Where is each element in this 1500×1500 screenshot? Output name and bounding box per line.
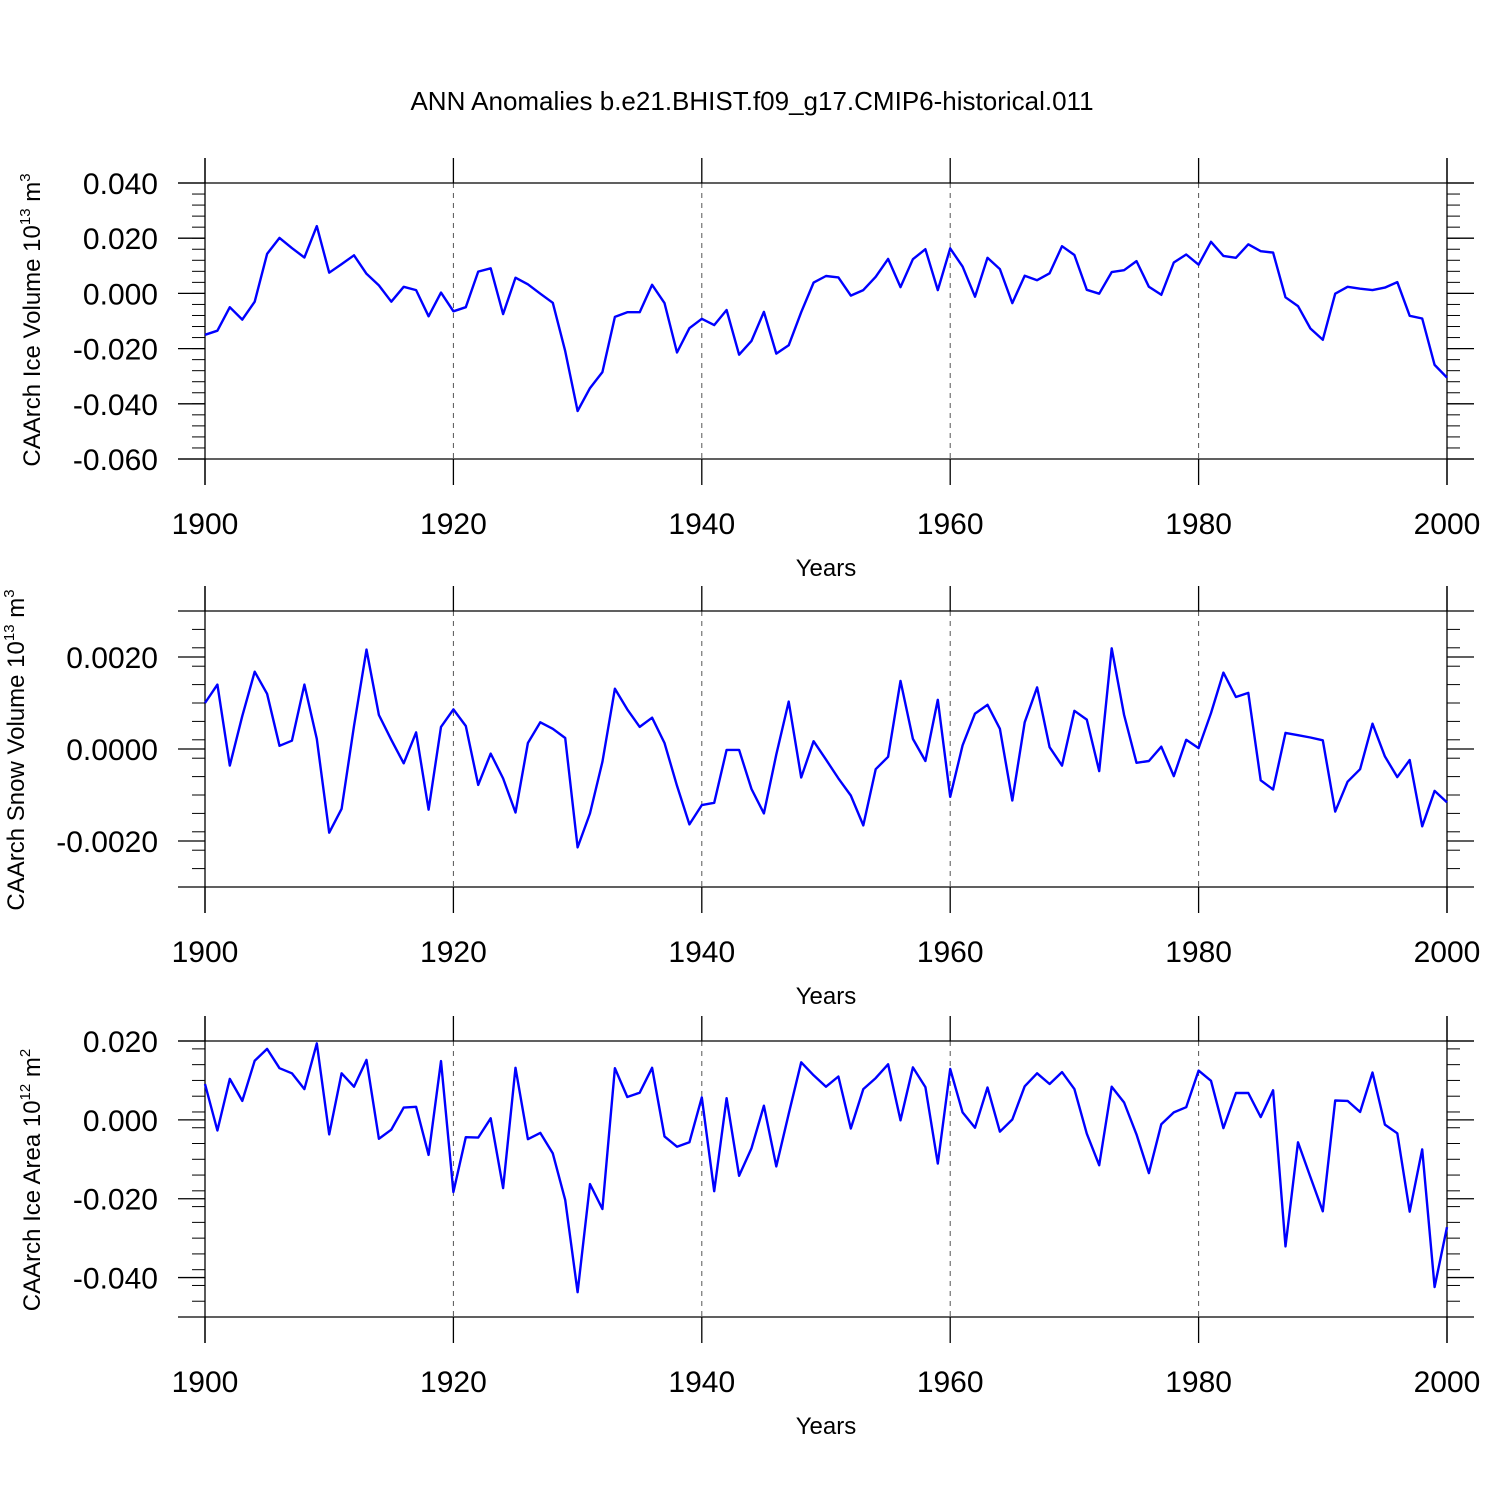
y-tick-label: 0.0020 xyxy=(66,642,158,675)
y-tick-label: 0.0000 xyxy=(66,734,158,767)
x-tick-label: 1900 xyxy=(172,936,239,969)
x-tick-label: 1980 xyxy=(1165,1366,1232,1399)
y-tick-label: -0.0020 xyxy=(56,826,158,859)
y-axis-title: CAArch Ice Volume 1013 m3 xyxy=(17,173,46,466)
x-tick-label: 2000 xyxy=(1414,508,1481,541)
chart-panels: -0.060 -0.040 -0.020 0.000 0.020 0.040 1900 192… xyxy=(1,158,1480,1440)
x-tick-label: 1940 xyxy=(668,1366,735,1399)
y-tick-label: 0.020 xyxy=(83,223,158,256)
x-tick-label: 1960 xyxy=(917,1366,984,1399)
x-tick-label: 1940 xyxy=(668,508,735,541)
series-line xyxy=(204,647,1448,849)
x-axis-title: Years xyxy=(796,1413,857,1440)
y-tick-label: 0.040 xyxy=(83,168,158,201)
y-tick-label: -0.020 xyxy=(73,1184,158,1217)
x-tick-label: 1980 xyxy=(1165,508,1232,541)
x-tick-label: 1900 xyxy=(172,1366,239,1399)
y-tick-label: 0.020 xyxy=(83,1026,158,1059)
panel-1: -0.060 -0.040 -0.020 0.000 0.020 0.040 1900 192… xyxy=(17,158,1480,582)
y-axis-title: CAArch Snow Volume 1013 m3 xyxy=(1,589,30,910)
x-tick-label: 1940 xyxy=(668,936,735,969)
panel-2: -0.0020 0.0000 0.0020 1900 1920 1940 1960 1980 2… xyxy=(1,586,1480,1010)
x-axis-title: Years xyxy=(796,555,857,582)
chart-title: ANN Anomalies b.e21.BHIST.f09_g17.CMIP6-… xyxy=(410,86,1093,116)
x-tick-label: 2000 xyxy=(1414,1366,1481,1399)
y-tick-label: -0.060 xyxy=(73,444,158,477)
x-tick-label: 1960 xyxy=(917,936,984,969)
x-tick-label: 1980 xyxy=(1165,936,1232,969)
y-tick-label: 0.000 xyxy=(83,1105,158,1138)
x-tick-label: 1900 xyxy=(172,508,239,541)
y-tick-label: -0.040 xyxy=(73,1263,158,1296)
x-tick-label: 1960 xyxy=(917,508,984,541)
x-tick-label: 1920 xyxy=(420,936,487,969)
y-axis-title: CAArch Ice Area 1012 m2 xyxy=(17,1049,46,1311)
series-line xyxy=(203,1042,1449,1294)
x-tick-label: 2000 xyxy=(1414,936,1481,969)
y-tick-label: -0.020 xyxy=(73,334,158,367)
panel-3: -0.040 -0.020 0.000 0.020 1900 1920 1940 1960 19… xyxy=(17,1016,1480,1440)
x-tick-label: 1920 xyxy=(420,1366,487,1399)
y-tick-label: 0.000 xyxy=(83,278,158,311)
y-tick-label: -0.040 xyxy=(73,389,158,422)
x-axis-title: Years xyxy=(796,983,857,1010)
series-line xyxy=(204,224,1448,413)
x-tick-label: 1920 xyxy=(420,508,487,541)
